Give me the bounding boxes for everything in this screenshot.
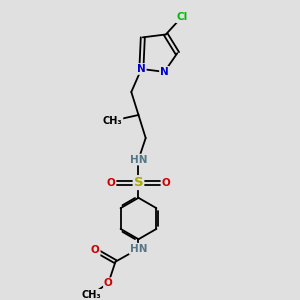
- Text: N: N: [160, 67, 169, 77]
- Text: O: O: [104, 278, 113, 288]
- Text: N: N: [137, 64, 146, 74]
- Text: Cl: Cl: [176, 12, 187, 22]
- Text: O: O: [161, 178, 170, 188]
- Text: O: O: [107, 178, 116, 188]
- Text: HN: HN: [130, 244, 147, 254]
- Text: HN: HN: [130, 154, 147, 165]
- Text: S: S: [134, 176, 143, 189]
- Text: CH₃: CH₃: [103, 116, 122, 126]
- Text: O: O: [91, 245, 100, 255]
- Text: CH₃: CH₃: [81, 290, 101, 300]
